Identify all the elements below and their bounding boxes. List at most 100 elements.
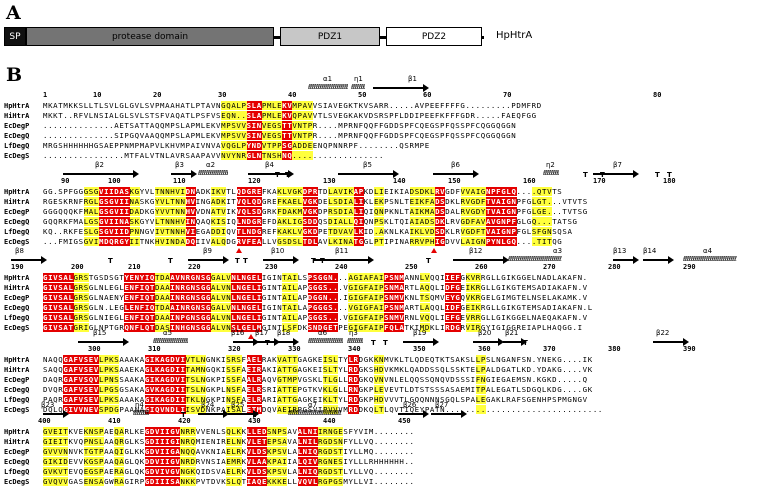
beta-strand-arrow bbox=[503, 338, 527, 346]
secondary-structure-label: β22 bbox=[656, 329, 670, 337]
species-label: EcDegS bbox=[4, 478, 30, 486]
residue-number: 440 bbox=[323, 417, 336, 425]
residue-number: 410 bbox=[108, 417, 121, 425]
secondary-structure-label: β14 bbox=[643, 247, 657, 255]
aligned-sequence: DQLQGIVVNEVSPDGPAANAGIQVNDLIISVDNKPAISAL… bbox=[43, 405, 603, 414]
residue-number: 310 bbox=[148, 345, 161, 353]
species-label: LfDegQ bbox=[4, 228, 30, 236]
beta-strand-arrow bbox=[653, 338, 689, 346]
beta-strand-arrow bbox=[431, 410, 467, 418]
species-label: EcDegQ bbox=[4, 458, 30, 466]
aligned-sequence: GIVSALGRSGLN.LEGLENFIQTDAAINRGNSGGALVNLN… bbox=[43, 303, 593, 312]
turn-marker: T bbox=[265, 339, 270, 347]
beta-strand-arrow bbox=[403, 338, 439, 346]
species-label: HpHtrA bbox=[4, 102, 30, 110]
beta-strand-arrow bbox=[277, 338, 299, 346]
residue-number: 20 bbox=[153, 91, 162, 99]
residue-number: 300 bbox=[88, 345, 101, 353]
species-label: EcDegQ bbox=[4, 304, 30, 312]
species-label: HpHtrA bbox=[4, 428, 30, 436]
beta-strand-arrow bbox=[78, 338, 129, 346]
turn-marker: T bbox=[235, 257, 240, 265]
residue-number: 80 bbox=[653, 91, 662, 99]
secondary-structure-label: β8 bbox=[15, 247, 24, 255]
secondary-structure-label: β6 bbox=[451, 161, 460, 169]
turn-marker: T bbox=[311, 257, 316, 265]
species-label: EcDegS bbox=[4, 238, 30, 246]
residue-number: 390 bbox=[683, 345, 696, 353]
helix-coil: ℓℓℓℓℓℓℓℓℓℓℓℓℓℓℓℓℓℓℓℓℓℓℓℓℓℓℓℓ bbox=[683, 256, 737, 262]
aligned-sequence: GG.SPFGGGSGVIIDASKGYVLTNNHVIDNADKIKVTLQD… bbox=[43, 187, 563, 196]
helix-coil: ℓℓℓℓℓℓℓℓℓℓℓℓℓℓℓℓℓℓℓℓℓℓℓℓℓℓℓℓ bbox=[308, 338, 343, 344]
turn-marker: T bbox=[320, 257, 325, 265]
beta-strand-arrow bbox=[613, 256, 639, 264]
secondary-structure-label: β25 bbox=[231, 401, 245, 409]
aligned-sequence: GIVSALGRSGLNIEGLENFIQTDAAINPGNSGGALVNLNG… bbox=[43, 313, 588, 322]
aligned-sequence: ...FMIGSGVIMDQRGYIITNKHVINDADQIIVALQDGRV… bbox=[43, 237, 563, 246]
signal-peptide-box: SP bbox=[4, 27, 26, 46]
secondary-structure-label: β11 bbox=[335, 247, 349, 255]
species-label: LfDegQ bbox=[4, 468, 30, 476]
residue-number: 340 bbox=[348, 345, 361, 353]
aligned-sequence: GIKIDEVVKGSPAAQAGLQKDDVIIGVNRDRVNSIAEMRK… bbox=[43, 457, 415, 466]
residue-number: 370 bbox=[543, 345, 556, 353]
turn-marker: T bbox=[523, 339, 528, 347]
residue-number: 1 bbox=[43, 91, 48, 99]
turn-marker: T bbox=[243, 257, 248, 265]
residue-number: 420 bbox=[178, 417, 191, 425]
residue-number: 140 bbox=[393, 177, 406, 185]
secondary-structure-label: η3 bbox=[349, 329, 358, 337]
turn-marker: T bbox=[181, 411, 186, 419]
species-label: HiHtrA bbox=[4, 198, 30, 206]
species-label: EcDegP bbox=[4, 294, 30, 302]
secondary-structure-label: β13 bbox=[613, 247, 627, 255]
beta-strand-arrow bbox=[453, 256, 509, 264]
species-label: HiHtrA bbox=[4, 112, 30, 120]
helix-coil: ℓℓℓℓℓℓℓℓℓℓℓℓℓℓℓℓℓℓℓℓℓℓℓℓℓℓℓℓ bbox=[543, 170, 559, 176]
secondary-structure-label: β20 bbox=[478, 329, 492, 337]
aligned-sequence: MRGSHHHHHHGSAEPPNMPMAPVLKHVMPAIVNVAVQGLP… bbox=[43, 141, 430, 150]
helix-coil: ℓℓℓℓℓℓℓℓℓℓℓℓℓℓℓℓℓℓℓℓℓℓℓℓℓℓℓℓ bbox=[308, 84, 348, 90]
turn-marker: T bbox=[583, 171, 588, 179]
secondary-structure-label: β19 bbox=[413, 329, 427, 337]
secondary-structure-label: β15 bbox=[93, 329, 107, 337]
aligned-sequence: GIVSATGRIGLNPTGRQNFLQTDASINHGNSGGALVNSLG… bbox=[43, 323, 583, 332]
species-label: EcDegP bbox=[4, 122, 30, 130]
residue-number: 40 bbox=[288, 91, 297, 99]
residue-number: 450 bbox=[398, 417, 411, 425]
aligned-sequence: GIVSALGRSTGSDSGTYENYIQTDAAVNRGNSGGALVNLN… bbox=[43, 273, 588, 282]
secondary-structure-label: α6 bbox=[318, 329, 328, 337]
secondary-structure-label: β1 bbox=[408, 75, 417, 83]
secondary-structure-label: η1 bbox=[354, 75, 363, 83]
catalytic-residue-marker bbox=[236, 248, 242, 253]
secondary-structure-label: β12 bbox=[469, 247, 483, 255]
residue-number: 320 bbox=[228, 345, 241, 353]
residue-number: 240 bbox=[335, 263, 348, 271]
aligned-sequence: MKATMKKSLLTLSVLGLGVLSVPMAAHATLPTAVNGQALP… bbox=[43, 101, 542, 110]
aligned-sequence: KQ..RKFESLGSGVIIDPNNGVIVTNNHVIEGADDIQVTL… bbox=[43, 227, 573, 236]
residue-number: 400 bbox=[38, 417, 51, 425]
residue-number: 170 bbox=[593, 177, 606, 185]
species-label: EcDegQ bbox=[4, 132, 30, 140]
beta-strand-arrow bbox=[263, 256, 299, 264]
species-label: LfDegQ bbox=[4, 142, 30, 150]
residue-number: 210 bbox=[128, 263, 141, 271]
secondary-structure-label: β24 bbox=[201, 401, 215, 409]
species-label: EcDegP bbox=[4, 208, 30, 216]
protein-name-label: HpHtrA bbox=[496, 30, 533, 41]
residue-number: 60 bbox=[423, 91, 432, 99]
turn-marker: T bbox=[168, 257, 173, 265]
species-label: HpHtrA bbox=[4, 188, 30, 196]
residue-number: 90 bbox=[61, 177, 70, 185]
residue-number: 380 bbox=[608, 345, 621, 353]
helix-coil: ℓℓℓℓℓℓℓℓℓℓℓℓℓℓℓℓℓℓℓℓℓℓℓℓℓℓℓℓ bbox=[347, 338, 363, 344]
residue-number: 190 bbox=[11, 263, 24, 271]
panel-a-label: A bbox=[6, 2, 21, 24]
beta-strand-arrow bbox=[433, 170, 479, 178]
species-label: LfDegQ bbox=[4, 314, 30, 322]
aligned-sequence: GIVSALGRSGLNLEGLENFIQTDAAINRGNSGGALVNLNG… bbox=[43, 283, 588, 292]
beta-strand-arrow bbox=[248, 170, 294, 178]
species-label: EcDegP bbox=[4, 376, 30, 384]
residue-number: 160 bbox=[523, 177, 536, 185]
aligned-sequence: ..............SIPGQVAAQQMPSLAPMLEKVMPSVV… bbox=[43, 131, 517, 140]
